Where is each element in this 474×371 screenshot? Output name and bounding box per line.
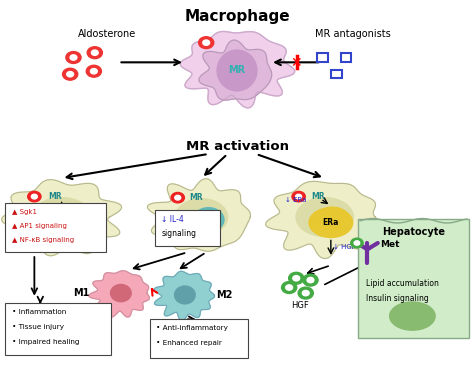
Circle shape xyxy=(351,238,363,248)
Text: • Tissue injury: • Tissue injury xyxy=(12,324,64,330)
Text: Lipid accumulation: Lipid accumulation xyxy=(366,279,439,288)
Ellipse shape xyxy=(193,208,224,232)
Circle shape xyxy=(27,191,41,202)
Circle shape xyxy=(67,72,73,77)
Text: ▲ NF-κB signaling: ▲ NF-κB signaling xyxy=(12,237,74,243)
Ellipse shape xyxy=(52,207,88,233)
Circle shape xyxy=(293,276,300,281)
Circle shape xyxy=(354,241,360,245)
FancyBboxPatch shape xyxy=(358,219,469,338)
Circle shape xyxy=(302,290,309,296)
Circle shape xyxy=(171,193,184,203)
Bar xyxy=(341,53,351,62)
Circle shape xyxy=(91,50,98,55)
FancyBboxPatch shape xyxy=(5,203,106,252)
Text: Aldosterone: Aldosterone xyxy=(78,29,136,39)
Polygon shape xyxy=(266,181,380,259)
Text: M2: M2 xyxy=(216,290,233,300)
Text: Macrophage: Macrophage xyxy=(184,9,290,24)
Text: ✕: ✕ xyxy=(290,56,301,70)
Circle shape xyxy=(70,55,77,60)
Text: HGF: HGF xyxy=(291,301,309,310)
Polygon shape xyxy=(154,271,215,321)
Bar xyxy=(317,53,328,62)
Text: ↓ ERa: ↓ ERa xyxy=(285,197,307,203)
Circle shape xyxy=(292,191,305,202)
Text: signaling: signaling xyxy=(161,229,196,238)
Ellipse shape xyxy=(32,198,91,236)
Circle shape xyxy=(282,282,297,293)
Text: MR: MR xyxy=(48,192,62,201)
Circle shape xyxy=(31,194,37,199)
Text: ▲ Sgk1: ▲ Sgk1 xyxy=(12,209,37,215)
Circle shape xyxy=(307,278,314,283)
Text: M1: M1 xyxy=(73,288,90,298)
Text: MR: MR xyxy=(190,193,203,202)
Text: Insulin signaling: Insulin signaling xyxy=(366,294,428,303)
Text: MR activation: MR activation xyxy=(185,140,289,153)
Polygon shape xyxy=(147,179,250,251)
Text: ↓ IL-4: ↓ IL-4 xyxy=(161,215,184,224)
Text: ERa: ERa xyxy=(323,218,339,227)
Text: • Impaired healing: • Impaired healing xyxy=(12,339,79,345)
Polygon shape xyxy=(89,271,149,317)
FancyBboxPatch shape xyxy=(150,319,248,358)
Circle shape xyxy=(203,40,210,45)
Text: ▲ AP1 signaling: ▲ AP1 signaling xyxy=(12,223,67,229)
Circle shape xyxy=(66,52,81,63)
FancyBboxPatch shape xyxy=(155,210,220,246)
Circle shape xyxy=(289,272,304,284)
Text: • Anti-inflammatory: • Anti-inflammatory xyxy=(156,325,228,331)
Circle shape xyxy=(91,69,97,74)
Ellipse shape xyxy=(110,285,131,302)
Circle shape xyxy=(175,195,181,200)
Text: MR: MR xyxy=(228,66,246,75)
Circle shape xyxy=(63,68,78,80)
Ellipse shape xyxy=(316,207,349,233)
Polygon shape xyxy=(199,40,272,100)
Ellipse shape xyxy=(390,302,435,330)
Ellipse shape xyxy=(296,198,353,236)
Bar xyxy=(331,70,342,78)
Ellipse shape xyxy=(217,50,257,91)
Text: MR antagonists: MR antagonists xyxy=(315,29,391,39)
Circle shape xyxy=(286,285,292,290)
Text: • Inflammation: • Inflammation xyxy=(12,309,66,315)
Circle shape xyxy=(296,194,301,199)
Circle shape xyxy=(87,47,102,59)
FancyBboxPatch shape xyxy=(5,303,111,355)
Ellipse shape xyxy=(175,199,228,235)
Ellipse shape xyxy=(174,286,195,304)
Text: • Enhanced repair: • Enhanced repair xyxy=(156,340,222,346)
Polygon shape xyxy=(180,32,295,108)
Circle shape xyxy=(86,65,101,77)
Text: Hepatocyte: Hepatocyte xyxy=(382,227,445,237)
Circle shape xyxy=(298,287,313,299)
Text: Met: Met xyxy=(381,240,400,249)
Polygon shape xyxy=(2,180,121,256)
Circle shape xyxy=(199,37,214,49)
Text: MR: MR xyxy=(312,192,325,201)
Ellipse shape xyxy=(309,208,353,237)
Circle shape xyxy=(303,274,318,286)
Text: ↓ HGF: ↓ HGF xyxy=(333,244,356,250)
